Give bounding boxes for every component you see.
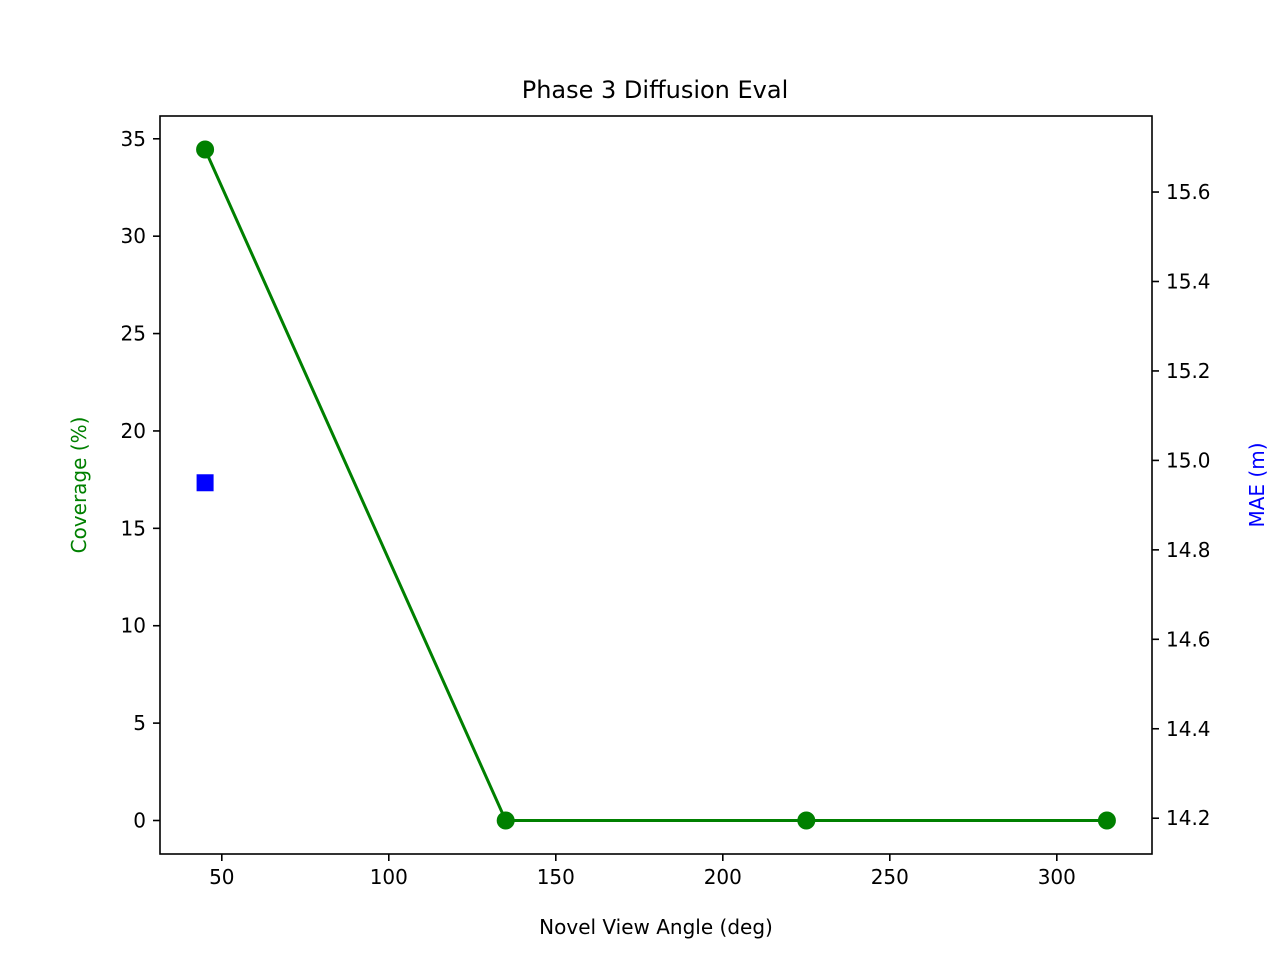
left-y-tick-label: 20 xyxy=(121,419,146,443)
mae-point xyxy=(196,474,214,492)
left-y-tick-label: 25 xyxy=(121,322,146,346)
x-tick-label: 50 xyxy=(209,865,234,889)
right-y-axis-title: MAE (m) xyxy=(1245,442,1269,527)
x-tick-label: 150 xyxy=(537,865,575,889)
plot-series xyxy=(196,140,1116,830)
left-y-tick-label: 35 xyxy=(121,127,146,151)
right-y-tick-label: 15.6 xyxy=(1166,180,1211,204)
x-tick-label: 300 xyxy=(1038,865,1076,889)
plot-frame xyxy=(159,115,1153,855)
x-axis-ticks: 50 100 150 200 250 300 xyxy=(209,854,1076,889)
left-y-axis-title: Coverage (%) xyxy=(67,417,91,554)
coverage-point xyxy=(797,811,816,830)
left-y-tick-label: 0 xyxy=(133,808,146,832)
x-axis-title: Novel View Angle (deg) xyxy=(539,915,773,939)
right-y-tick-label: 14.8 xyxy=(1166,538,1211,562)
x-tick-label: 200 xyxy=(704,865,742,889)
x-tick-label: 250 xyxy=(871,865,909,889)
coverage-point xyxy=(196,140,215,159)
right-y-axis-ticks: 14.2 14.4 14.6 14.8 15.0 15.2 15.4 15.6 xyxy=(1152,180,1211,830)
x-tick-label: 100 xyxy=(370,865,408,889)
left-y-axis-ticks: 0 5 10 15 20 25 30 35 xyxy=(121,127,160,832)
coverage-point xyxy=(1097,811,1116,830)
right-y-tick-label: 14.4 xyxy=(1166,717,1211,741)
right-y-tick-label: 15.2 xyxy=(1166,359,1211,383)
left-y-tick-label: 10 xyxy=(121,614,146,638)
left-y-tick-label: 5 xyxy=(133,711,146,735)
coverage-point xyxy=(496,811,515,830)
right-y-tick-label: 14.2 xyxy=(1166,806,1211,830)
coverage-line xyxy=(203,148,1107,822)
left-y-tick-label: 15 xyxy=(121,516,146,540)
chart-title: Phase 3 Diffusion Eval xyxy=(522,76,789,104)
left-y-tick-label: 30 xyxy=(121,224,146,248)
right-y-tick-label: 15.4 xyxy=(1166,269,1211,293)
right-y-tick-label: 15.0 xyxy=(1166,448,1211,472)
right-y-tick-label: 14.6 xyxy=(1166,627,1211,651)
